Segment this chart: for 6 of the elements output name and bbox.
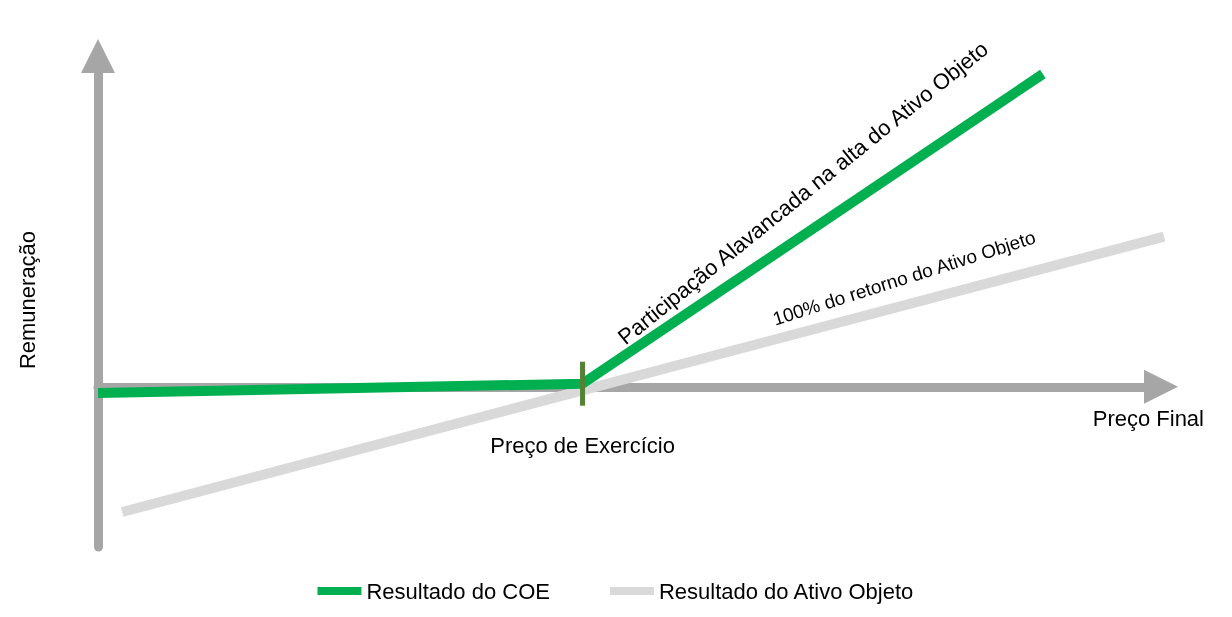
annotation: 100% do retorno do Ativo Objeto: [770, 226, 1038, 330]
legend-label: Resultado do Ativo Objeto: [658, 578, 914, 604]
y-axis-title: Remuneração: [14, 230, 40, 370]
legend-label: Resultado do COE: [366, 578, 550, 604]
annotation: Preço de Exercício: [490, 432, 675, 458]
x-axis-title: Preço Final: [1092, 406, 1204, 432]
